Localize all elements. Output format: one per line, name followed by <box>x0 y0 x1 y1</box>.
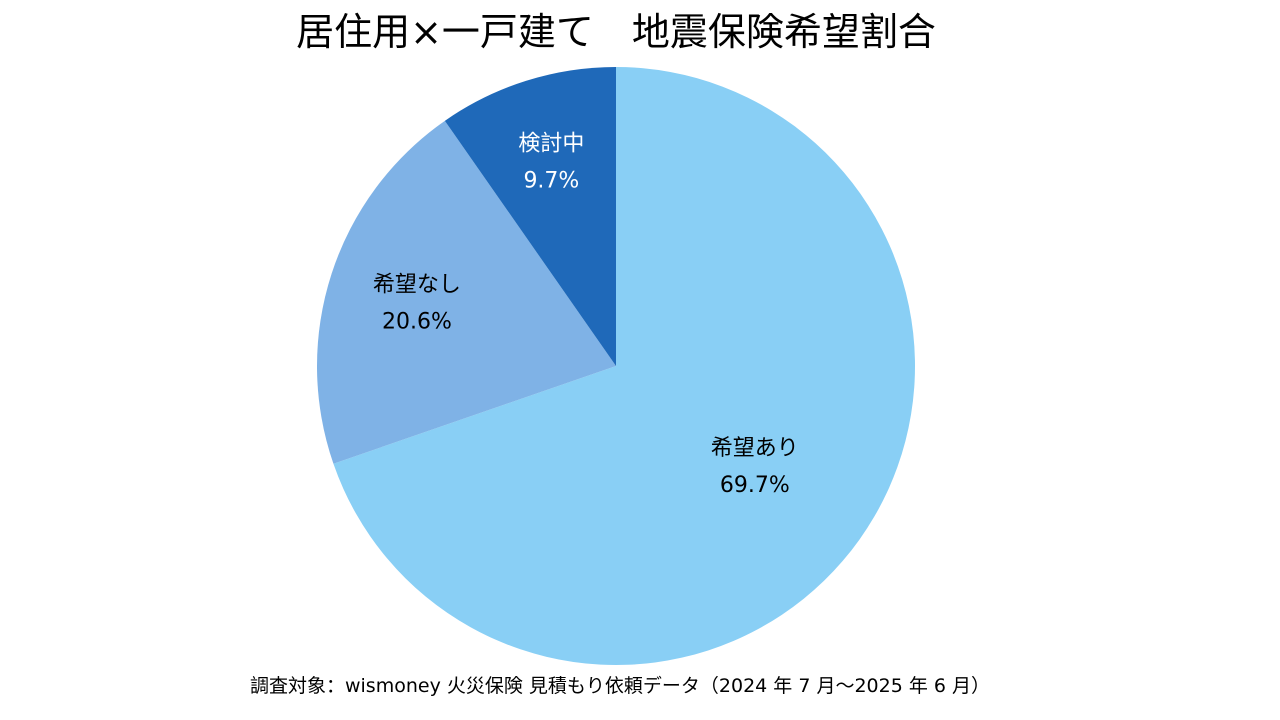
slice-category-label: 希望なし <box>373 272 461 297</box>
pie-slice-1 <box>333 67 916 665</box>
source-footnote: 調査対象：wismoney 火災保険 見積もり依頼データ（2024 年 7 月～… <box>249 675 991 697</box>
slice-value-label: 69.7% <box>720 473 790 498</box>
pie-labels: 希望あり 69.7% 希望なし 20.6% 検討中 9.7% <box>373 132 799 498</box>
slice-category-label: 希望あり <box>711 436 799 461</box>
slice-category-label: 検討中 <box>518 132 584 157</box>
slice-value-label: 20.6% <box>382 309 452 334</box>
pie-slices <box>317 67 916 665</box>
pie-slice-2 <box>317 120 616 464</box>
chart-title: 居住用×一戸建て 地震保険希望割合 <box>296 10 936 54</box>
slice-value-label: 9.7% <box>523 169 579 194</box>
pie-slice-3 <box>444 67 616 366</box>
